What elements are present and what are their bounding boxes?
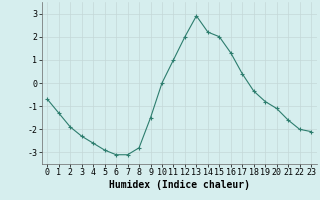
X-axis label: Humidex (Indice chaleur): Humidex (Indice chaleur)	[109, 180, 250, 190]
